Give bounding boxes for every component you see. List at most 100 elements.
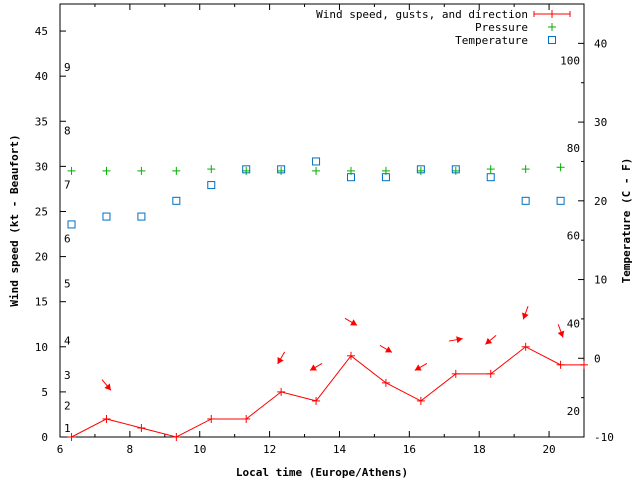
beaufort-label: 2	[64, 399, 71, 412]
y-tick-label: 15	[35, 296, 48, 309]
wind-series-line	[71, 346, 584, 438]
wind-point	[172, 433, 181, 441]
pressure-point	[451, 166, 460, 175]
x-tick-label: 12	[263, 443, 276, 456]
temperature-point	[416, 165, 425, 174]
temperature-point	[207, 181, 216, 190]
y-tick-label: 5	[41, 386, 48, 399]
y-tick-label: 25	[35, 205, 48, 218]
wind-direction-arrow	[414, 362, 428, 371]
x-axis-label: Local time (Europe/Athens)	[236, 466, 408, 479]
y2-axis-label: Temperature (C - F)	[620, 158, 633, 284]
temperature-point	[521, 196, 530, 205]
temperature-point	[556, 196, 565, 205]
arrow-head	[456, 336, 463, 344]
x-tick-label: 10	[193, 443, 206, 456]
wind-direction-arrow	[344, 317, 358, 326]
y-tick-label: 10	[35, 341, 48, 354]
pressure-point	[556, 163, 565, 172]
temperature-point	[102, 212, 111, 221]
arrow-head	[104, 383, 111, 391]
temperature-point	[172, 196, 181, 205]
pressure-point	[486, 165, 495, 174]
beaufort-label: 4	[64, 334, 71, 347]
wind-point	[451, 369, 460, 378]
arrow-head	[277, 357, 284, 364]
wind-point	[137, 423, 146, 432]
temperature-point	[242, 165, 251, 174]
fahrenheit-label: 40	[567, 318, 580, 331]
arrow-head	[557, 330, 565, 338]
pressure-point	[416, 166, 425, 175]
wind-point	[312, 396, 321, 405]
pressure-point	[521, 165, 530, 174]
arrow-head	[385, 346, 392, 353]
wind-direction-arrow	[379, 344, 393, 353]
legend-temperature-marker	[548, 36, 556, 44]
pressure-point	[207, 165, 216, 174]
temperature-point	[346, 173, 355, 182]
y-tick-label: 30	[35, 160, 48, 173]
y2-tick-label: -10	[594, 431, 614, 444]
wind-direction-arrow	[485, 334, 497, 345]
fahrenheit-label: 100	[560, 55, 580, 68]
pressure-point	[67, 166, 76, 175]
wind-direction-arrow	[448, 336, 463, 344]
pressure-point	[242, 166, 251, 175]
x-tick-label: 16	[403, 443, 416, 456]
wind-point	[521, 342, 530, 351]
beaufort-label: 1	[64, 422, 71, 435]
pressure-point	[172, 166, 181, 175]
legend-label: Pressure	[475, 21, 528, 34]
wind-direction-arrow	[101, 379, 112, 391]
wind-point	[580, 360, 588, 369]
y-axis-label: Wind speed (kt - Beaufort)	[8, 134, 21, 306]
wind-direction-arrow	[309, 362, 323, 371]
y-tick-label: 20	[35, 251, 48, 264]
pressure-point	[312, 166, 321, 175]
y-tick-label: 45	[35, 25, 48, 38]
wind-point	[207, 414, 216, 423]
y2-tick-label: 30	[594, 116, 607, 129]
wind-point	[416, 396, 425, 405]
x-tick-label: 20	[542, 443, 555, 456]
beaufort-label: 5	[64, 278, 71, 291]
pressure-point	[137, 166, 146, 175]
temperature-point	[451, 165, 460, 174]
pressure-point	[102, 166, 111, 175]
fahrenheit-label: 60	[567, 229, 580, 242]
y2-tick-label: 40	[594, 37, 607, 50]
temperature-point	[67, 220, 76, 229]
pressure-point	[277, 166, 286, 175]
x-tick-label: 6	[57, 443, 64, 456]
wind-point	[67, 433, 76, 441]
y-tick-label: 35	[35, 115, 48, 128]
temperature-point	[277, 165, 286, 174]
wind-direction-arrow	[277, 351, 286, 365]
y-tick-label: 40	[35, 70, 48, 83]
beaufort-label: 7	[64, 178, 71, 191]
temperature-point	[312, 157, 321, 166]
x-tick-label: 18	[473, 443, 486, 456]
wind-point	[381, 378, 390, 387]
legend-label: Temperature	[455, 34, 528, 47]
fahrenheit-label: 80	[567, 142, 580, 155]
beaufort-label: 3	[64, 369, 71, 382]
temperature-point	[486, 173, 495, 182]
y2-tick-label: 0	[594, 352, 601, 365]
plot-frame	[59, 3, 585, 438]
y2-tick-label: 20	[594, 195, 607, 208]
wind-point	[556, 360, 565, 369]
temperature-point	[137, 212, 146, 221]
beaufort-label: 6	[64, 233, 71, 246]
wind-direction-arrow	[522, 306, 529, 320]
x-tick-label: 8	[127, 443, 134, 456]
wind-point	[346, 351, 355, 360]
arrow-head	[309, 364, 317, 371]
arrow-head	[522, 312, 529, 320]
wind-direction-arrow	[557, 324, 565, 338]
fahrenheit-label: 20	[567, 405, 580, 418]
legend-label: Wind speed, gusts, and direction	[316, 8, 528, 21]
